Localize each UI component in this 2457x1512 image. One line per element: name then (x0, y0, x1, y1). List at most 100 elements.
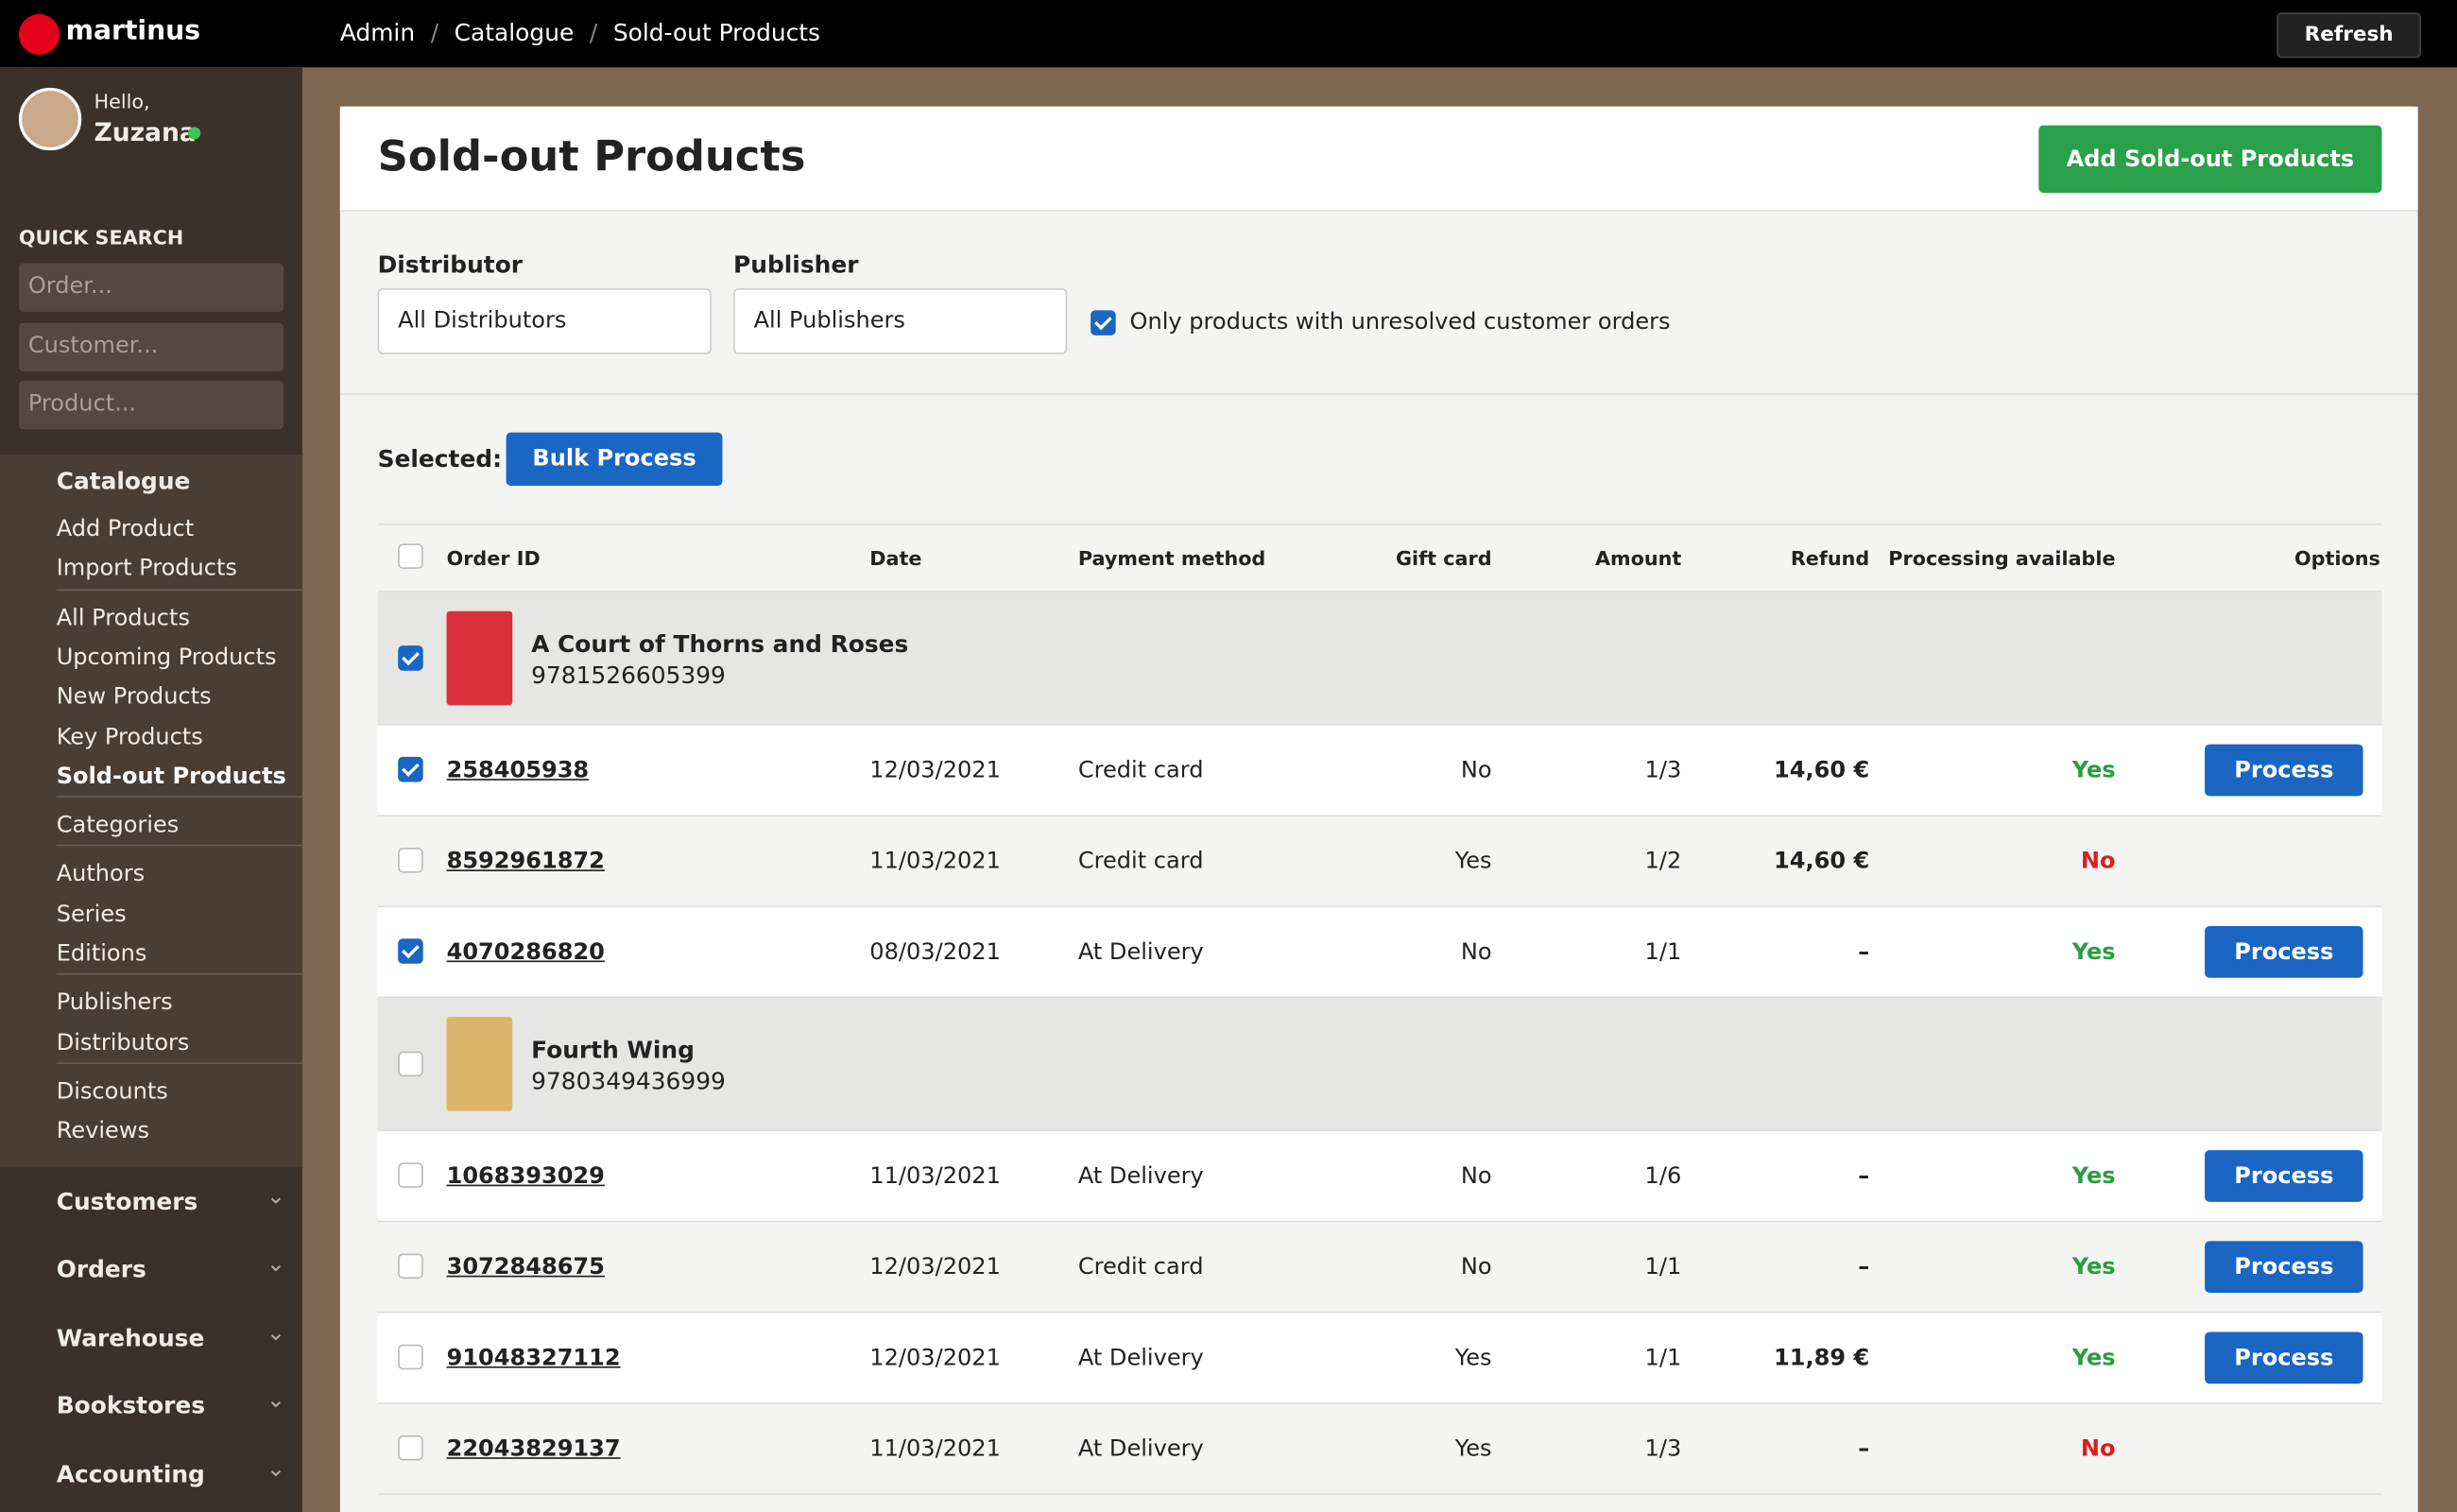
checkbox[interactable] (398, 543, 423, 569)
nav-divider (56, 1062, 303, 1064)
nav-item[interactable]: Reviews (56, 1119, 150, 1144)
publisher-select[interactable]: All Publishers (733, 288, 1068, 354)
chevron: ⌄ (266, 1456, 286, 1482)
checkbox[interactable] (398, 756, 423, 782)
cell: Credit card (1077, 848, 1204, 874)
nav-item[interactable]: Add Product (56, 517, 195, 542)
process-button[interactable]: Process (2205, 1150, 2363, 1202)
chevron: ⌄ (266, 1388, 286, 1415)
quick-search-label: QUICK SEARCH (18, 225, 184, 249)
cell[interactable]: 91048327112 (446, 1345, 621, 1371)
checkbox[interactable] (398, 1162, 423, 1188)
nav-title[interactable]: Catalogue (56, 467, 191, 495)
nav-item[interactable]: Series (56, 902, 127, 928)
refresh-button[interactable]: Refresh (2277, 12, 2421, 59)
nav-section-title[interactable]: Orders (56, 1255, 146, 1284)
nav-section-title[interactable]: Warehouse (56, 1323, 205, 1352)
book-cover (446, 610, 513, 706)
product-title: A Court of Thorns and Roses (531, 629, 909, 659)
cell: 1/6 (1644, 1163, 1682, 1189)
checkbox[interactable] (1091, 310, 1116, 335)
cell[interactable]: 258405938 (446, 757, 590, 783)
search-input[interactable]: Order... (18, 263, 284, 312)
cell[interactable]: 22043829137 (446, 1435, 621, 1462)
cell: Amount (1594, 545, 1682, 570)
process-button[interactable]: Process (2205, 925, 2363, 978)
cell[interactable]: 4070286820 (446, 939, 605, 965)
nav-item[interactable]: New Products (56, 684, 212, 711)
cell: – (1858, 1254, 1870, 1280)
checkbox[interactable] (398, 1435, 423, 1461)
nav-item[interactable]: Distributors (56, 1030, 190, 1056)
nav-item[interactable]: Import Products (56, 557, 237, 582)
cell: Credit card (1077, 1254, 1204, 1280)
chevron: ⌄ (266, 1184, 286, 1211)
nav-item[interactable]: All Products (56, 606, 190, 631)
nav-item[interactable]: Categories (56, 813, 180, 839)
page-title: Sold-out Products (377, 132, 806, 182)
cell: 1/1 (1644, 1254, 1682, 1280)
checkbox[interactable] (398, 1051, 423, 1077)
search-input[interactable]: Product... (18, 380, 284, 430)
crumb[interactable]: Admin (339, 18, 416, 47)
cell: Yes (1454, 1345, 1492, 1371)
nav-item[interactable]: Authors (56, 862, 146, 888)
nav-item[interactable]: Sold-out Products (56, 764, 286, 790)
cell: 1/3 (1644, 1435, 1682, 1462)
selected-label: Selected: (377, 444, 503, 473)
avatar (18, 87, 82, 151)
nav-section-title[interactable]: Bookstores (56, 1391, 206, 1420)
placeholder: Product... (27, 391, 137, 418)
search-input[interactable]: Customer... (18, 321, 284, 371)
sidebar: Hello, Zuzana QUICK SEARCH Order... Custo… (0, 67, 303, 1512)
nav-item[interactable]: Publishers (56, 990, 173, 1017)
chevron: ⌄ (266, 1320, 286, 1347)
divider (339, 393, 2418, 395)
checkbox[interactable] (398, 645, 423, 671)
cell: 11,89 € (1774, 1345, 1870, 1371)
greeting: Hello, (94, 89, 150, 113)
refresh-label: Refresh (2304, 23, 2394, 47)
cell[interactable]: 8592961872 (446, 848, 605, 874)
add-button[interactable]: Add Sold-out Products (2038, 125, 2382, 193)
process-button[interactable]: Process (2205, 744, 2363, 797)
checkbox[interactable] (398, 938, 423, 964)
process-button[interactable]: Process (2205, 1332, 2363, 1384)
separator: / (430, 18, 439, 47)
bulk-button[interactable]: Bulk Process (506, 432, 723, 487)
distributor-select[interactable]: All Distributors (377, 288, 712, 354)
nav-item[interactable]: Discounts (56, 1079, 168, 1105)
process-button[interactable]: Process (2205, 1241, 2363, 1294)
nav-item[interactable]: Key Products (56, 724, 203, 750)
breadcrumb: Admin / Catalogue / Sold-out Products (340, 19, 820, 47)
product-title: Fourth Wing (531, 1036, 695, 1064)
cell: Yes (2071, 1254, 2116, 1280)
checkbox[interactable] (398, 1344, 423, 1370)
checkbox-label: Only products with unresolved customer o… (1129, 310, 1671, 335)
cell: 14,60 € (1774, 848, 1870, 874)
nav-section-title[interactable]: Accounting (56, 1459, 205, 1488)
nav-section (0, 454, 303, 1168)
select-value: All Distributors (398, 308, 567, 335)
cell: Yes (2071, 1163, 2116, 1189)
cell: 1/1 (1644, 939, 1682, 965)
cell: Yes (1454, 1435, 1492, 1462)
cell: 1/2 (1644, 848, 1682, 874)
online-dot (187, 127, 201, 140)
nav-item[interactable]: Upcoming Products (56, 644, 277, 671)
cell[interactable]: 3072848675 (446, 1254, 605, 1280)
user-name: Zuzana (94, 117, 197, 147)
cell: 11/03/2021 (869, 1163, 1001, 1189)
add-label: Add Sold-out Products (2066, 146, 2355, 172)
nav-item[interactable]: Editions (56, 941, 147, 968)
logo (18, 13, 60, 56)
checkbox[interactable] (398, 848, 423, 873)
nav-section-title[interactable]: Customers (56, 1187, 198, 1216)
nav-divider (56, 973, 303, 975)
crumb[interactable]: Catalogue (454, 18, 575, 47)
cell[interactable]: 1068393029 (446, 1163, 605, 1189)
isbn: 9780349436999 (531, 1067, 726, 1096)
cell: 1/3 (1644, 757, 1682, 783)
checkbox[interactable] (398, 1253, 423, 1280)
cell: Yes (2071, 1345, 2116, 1371)
